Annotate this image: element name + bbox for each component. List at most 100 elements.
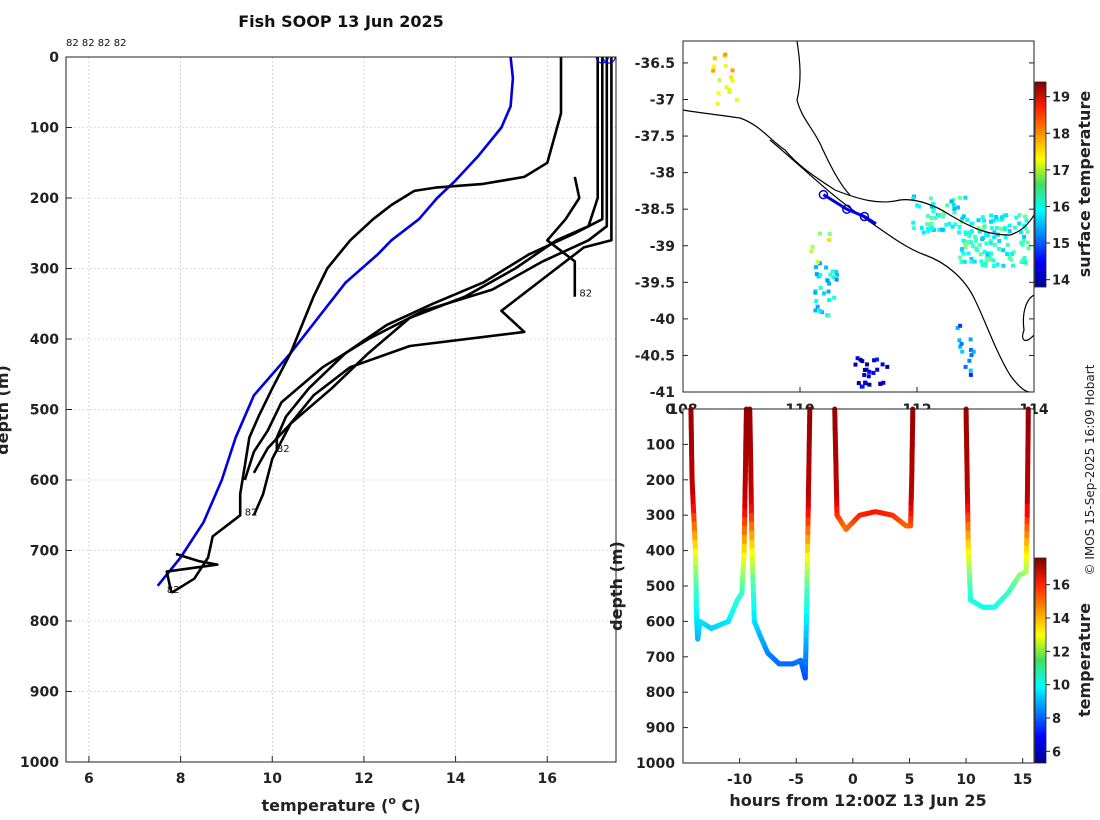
- sst-pixel: [999, 227, 1004, 231]
- sst-pixel: [712, 56, 717, 61]
- sst-pixel: [881, 380, 886, 385]
- section-y-tick-label: 300: [646, 508, 675, 524]
- sst-pixel: [988, 241, 993, 245]
- profile-line-cast-7: [546, 176, 581, 297]
- sst-pixel: [980, 237, 985, 241]
- profile-cast-label: 82: [245, 507, 258, 518]
- sst-pixel: [1022, 234, 1027, 239]
- map-colorbar-tick-label: 19: [1052, 91, 1070, 106]
- sst-pixel: [878, 381, 883, 386]
- sst-pixel: [945, 203, 950, 208]
- section-x-label: hours from 12:00Z 13 Jun 25: [729, 791, 986, 810]
- sst-pixel: [1003, 235, 1008, 240]
- sst-pixel: [1009, 257, 1014, 262]
- sst-pixel: [809, 249, 814, 254]
- sst-pixel: [723, 52, 728, 57]
- section-profiles: [688, 406, 1031, 681]
- sst-pixel: [828, 272, 833, 277]
- profile-line-cast-8: [165, 552, 219, 594]
- sst-pixel: [872, 358, 877, 363]
- sst-pixel: [971, 349, 976, 354]
- sst-pixel: [825, 278, 830, 283]
- section-x-tick-label: 0: [848, 772, 858, 788]
- sst-pixel: [957, 224, 962, 229]
- sst-pixel: [969, 259, 974, 264]
- profile-y-tick-label: 500: [30, 403, 59, 419]
- sst-pixel: [957, 338, 962, 343]
- section-ticks: -10 -5 0 5 10 15 0 100 200 300 400 500 600 700 800 900 1…: [636, 402, 1032, 788]
- sst-pixel: [967, 358, 972, 363]
- map-ship-track: [818, 189, 877, 226]
- sst-pixel: [1023, 214, 1027, 219]
- sst-pixel: [858, 357, 863, 362]
- sst-pixel: [963, 364, 968, 369]
- sst-pixel: [827, 298, 832, 303]
- sst-pixel: [1023, 260, 1027, 264]
- sst-pixel: [724, 85, 729, 90]
- sst-pixel: [942, 211, 946, 216]
- section-colorbar-tick-label: 16: [1052, 579, 1070, 594]
- sst-pixel: [865, 362, 869, 367]
- sst-pixel: [992, 264, 997, 268]
- profile-x-tick-label: 6: [84, 771, 94, 787]
- profile-cast-labels: 82 82 82 82: [167, 289, 592, 596]
- profile-cast-label: 82: [167, 585, 180, 596]
- map-y-tick-label: -39: [650, 239, 675, 255]
- profile-line-selected: [156, 57, 515, 587]
- sst-pixel: [952, 210, 957, 215]
- sst-pixel: [970, 244, 975, 249]
- sst-pixel: [957, 230, 962, 235]
- sst-pixel: [855, 356, 860, 361]
- profile-title: Fish SOOP 13 Jun 2025: [238, 12, 444, 31]
- sst-pixel: [826, 289, 831, 294]
- profile-x-label: temperature (o C): [261, 794, 420, 815]
- sst-pixel: [980, 262, 985, 267]
- section-x-tick-label: 10: [956, 772, 976, 788]
- profile-surface-marker: [602, 57, 616, 64]
- sst-pixel: [970, 221, 975, 226]
- sst-pixel: [989, 251, 994, 256]
- sst-pixel: [992, 242, 997, 247]
- map-colorbar-tick-label: 16: [1052, 200, 1070, 215]
- sst-pixel: [929, 204, 934, 209]
- sst-pixel: [917, 204, 922, 209]
- section-y-tick-label: 900: [646, 721, 675, 737]
- sst-pixel: [734, 98, 739, 102]
- sst-pixel: [1005, 252, 1010, 256]
- section-y-tick-label: 800: [646, 685, 675, 701]
- bathymetry-line: [769, 139, 1031, 392]
- profile-cast-label: 82: [579, 289, 592, 300]
- sst-pixel: [925, 222, 930, 227]
- sst-pixel: [930, 226, 935, 231]
- sst-pixel: [1011, 263, 1015, 268]
- sst-pixel: [1007, 223, 1012, 228]
- sst-pixel: [1001, 248, 1006, 253]
- sst-pixel: [979, 259, 984, 264]
- sst-pixel: [941, 214, 946, 219]
- sst-pixel: [1005, 242, 1010, 247]
- sst-pixel: [952, 206, 957, 211]
- ship-station-marker: [818, 189, 829, 200]
- profile-y-tick-label: 100: [30, 121, 59, 137]
- sst-pixel: [969, 257, 974, 261]
- sst-pixel: [992, 230, 997, 235]
- sst-pixel: [989, 213, 994, 218]
- map-y-tick-label: -40.5: [635, 348, 675, 364]
- sst-pixel: [813, 308, 818, 313]
- section-y-tick-label: 100: [646, 437, 675, 453]
- section-y-tick-label: 200: [646, 473, 675, 489]
- sst-pixel: [959, 341, 964, 346]
- sst-pixel: [827, 281, 831, 286]
- sst-pixel: [988, 219, 993, 224]
- profile-line-cast-6: [252, 57, 613, 474]
- section-plot-area: [683, 409, 1034, 763]
- sst-pixel: [985, 252, 990, 257]
- sst-pixel: [826, 313, 831, 318]
- sst-pixel: [962, 259, 967, 264]
- sst-pixel: [814, 299, 819, 303]
- profile-y-tick-label: 400: [30, 332, 59, 348]
- sst-pixel: [940, 227, 945, 232]
- sst-pixel: [730, 68, 735, 73]
- section-y-tick-label: 1000: [636, 756, 675, 772]
- map-y-tick-label: -38.5: [635, 202, 675, 218]
